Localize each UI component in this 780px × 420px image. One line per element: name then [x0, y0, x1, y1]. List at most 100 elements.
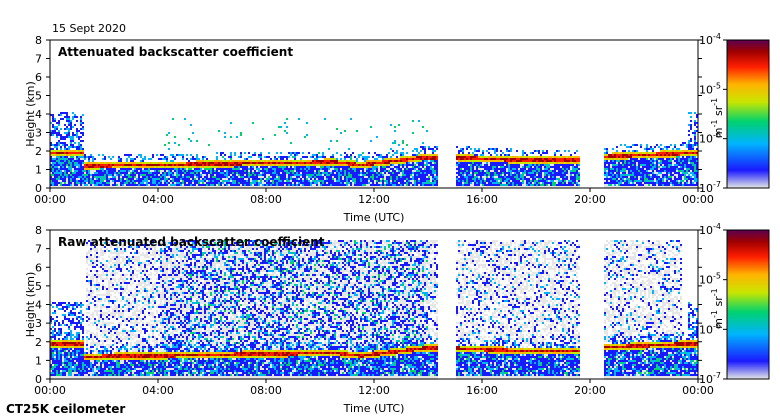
heatmap-cell	[160, 186, 162, 188]
heatmap-cell	[646, 176, 648, 178]
heatmap-cell	[388, 184, 390, 186]
heatmap-cell	[424, 166, 426, 168]
heatmap-cell	[218, 170, 220, 172]
heatmap-cell	[502, 152, 504, 154]
heatmap-cell	[124, 166, 126, 168]
heatmap-cell	[388, 170, 390, 172]
heatmap-cell	[252, 160, 254, 162]
heatmap-cell	[164, 166, 166, 168]
heatmap-cell	[474, 166, 476, 168]
heatmap-cell	[180, 184, 182, 186]
heatmap-cell	[336, 168, 338, 170]
heatmap-cell	[506, 158, 508, 160]
heatmap-cell	[464, 170, 466, 172]
heatmap-cell	[564, 182, 566, 184]
heatmap-cell	[530, 172, 532, 174]
heatmap-cell	[68, 172, 70, 174]
heatmap-cell	[112, 170, 114, 172]
heatmap-cell	[298, 118, 300, 120]
heatmap-cell	[336, 176, 338, 178]
heatmap-cell	[338, 180, 340, 182]
heatmap-cell	[630, 160, 632, 162]
heatmap-cell	[68, 130, 70, 132]
heatmap-cell	[404, 158, 406, 160]
heatmap-cell	[238, 176, 240, 178]
heatmap-cell	[360, 186, 362, 188]
heatmap-cell	[622, 182, 624, 184]
heatmap-cell	[462, 176, 464, 178]
heatmap-cell	[406, 182, 408, 184]
heatmap-cell	[122, 166, 124, 168]
heatmap-cell	[174, 170, 176, 172]
heatmap-cell	[372, 164, 374, 166]
heatmap-cell	[332, 178, 334, 180]
heatmap-cell	[236, 172, 238, 174]
heatmap-cell	[240, 184, 242, 186]
heatmap-cell	[178, 164, 180, 166]
heatmap-cell	[622, 160, 624, 162]
heatmap-cell	[340, 160, 342, 162]
heatmap-cell	[88, 160, 90, 162]
heatmap-cell	[296, 154, 298, 156]
heatmap-cell	[312, 170, 314, 172]
heatmap-cell	[184, 168, 186, 170]
heatmap-cell	[606, 154, 608, 156]
heatmap-cell	[406, 172, 408, 174]
heatmap-cell	[416, 172, 418, 174]
heatmap-cell	[224, 164, 226, 166]
heatmap-cell	[488, 148, 490, 150]
heatmap-cell	[334, 168, 336, 170]
heatmap-cell	[664, 176, 666, 178]
heatmap-cell	[606, 174, 608, 176]
heatmap-cell	[170, 186, 172, 188]
heatmap-cell	[482, 150, 484, 152]
heatmap-cell	[160, 178, 162, 180]
heatmap-cell	[606, 150, 608, 152]
heatmap-cell	[110, 186, 112, 188]
heatmap-cell	[100, 178, 102, 180]
heatmap-cell	[64, 150, 66, 152]
heatmap-cell	[500, 154, 502, 156]
heatmap-cell	[88, 182, 90, 184]
heatmap-cell	[274, 164, 276, 166]
heatmap-cell	[648, 160, 650, 162]
heatmap-cell	[208, 164, 210, 166]
heatmap-cell	[60, 172, 62, 174]
heatmap-cell	[426, 176, 428, 178]
heatmap-cell	[486, 176, 488, 178]
heatmap-cell	[288, 176, 290, 178]
heatmap-cell	[130, 182, 132, 184]
heatmap-cell	[82, 168, 84, 170]
heatmap-cell	[642, 160, 644, 162]
heatmap-cell	[528, 178, 530, 180]
heatmap-cell	[288, 166, 290, 168]
heatmap-cell	[542, 186, 544, 188]
heatmap-cell	[402, 160, 404, 162]
heatmap-cell	[84, 158, 86, 160]
heatmap-cell	[620, 166, 622, 168]
heatmap-cell	[414, 160, 416, 162]
heatmap-cell	[172, 172, 174, 174]
heatmap-cell	[658, 184, 660, 186]
heatmap-cell	[68, 176, 70, 178]
heatmap-cell	[364, 160, 366, 162]
heatmap-cell	[548, 170, 550, 172]
heatmap-cell	[352, 152, 354, 154]
heatmap-cell	[658, 174, 660, 176]
heatmap-cell	[370, 180, 372, 182]
heatmap-cell	[74, 164, 76, 166]
heatmap-cell	[612, 170, 614, 172]
heatmap-cell	[86, 172, 88, 174]
heatmap-cell	[398, 180, 400, 182]
heatmap-cell	[464, 180, 466, 182]
heatmap-cell	[544, 158, 546, 160]
heatmap-cell	[478, 174, 480, 176]
heatmap-cell	[634, 178, 636, 180]
heatmap-cell	[496, 150, 498, 152]
heatmap-cell	[58, 176, 60, 178]
heatmap-cell	[568, 178, 570, 180]
heatmap-cell	[50, 170, 52, 172]
heatmap-cell	[224, 166, 226, 168]
heatmap-cell	[526, 158, 528, 160]
heatmap-cell	[614, 166, 616, 168]
